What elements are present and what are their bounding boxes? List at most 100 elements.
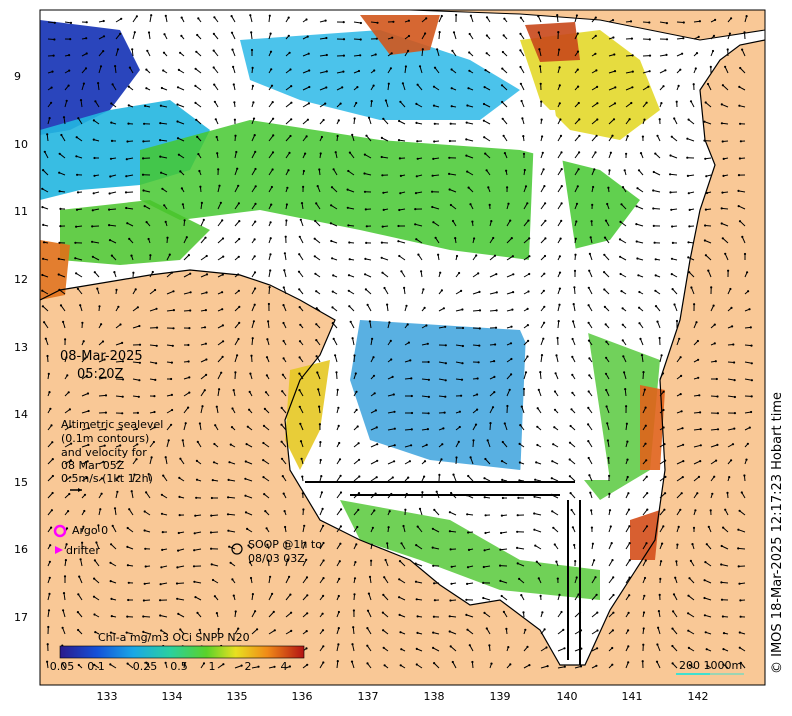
velocity-arrow-head (469, 203, 472, 206)
velocity-arrow-head (542, 168, 545, 171)
velocity-arrow-head (154, 378, 157, 381)
velocity-arrow-head (750, 362, 753, 365)
velocity-arrow (504, 423, 508, 431)
velocity-arrow-head (704, 224, 707, 227)
velocity-arrow-head (739, 122, 742, 125)
velocity-arrow (636, 223, 644, 227)
colorbar-tick: 0.5 (170, 660, 188, 673)
velocity-arrow-head (440, 14, 443, 18)
velocity-arrow (348, 305, 355, 312)
velocity-arrow-head (337, 610, 340, 614)
velocity-arrow (453, 32, 457, 40)
velocity-arrow-head (321, 507, 324, 510)
velocity-arrow-head (99, 65, 103, 68)
velocity-arrow (347, 189, 355, 193)
velocity-arrow (637, 187, 644, 193)
velocity-arrow-head (102, 19, 105, 23)
velocity-arrow-head (533, 495, 536, 498)
velocity-arrow (160, 630, 168, 635)
velocity-arrow (400, 101, 406, 108)
velocity-arrow (741, 236, 746, 244)
velocity-arrow-head (142, 157, 145, 160)
velocity-arrow-head (507, 646, 510, 649)
velocity-arrow-head (484, 69, 487, 72)
velocity-arrow (438, 378, 446, 381)
velocity-arrow-head (558, 593, 561, 597)
velocity-arrow-head (248, 390, 251, 393)
velocity-arrow-head (407, 476, 410, 479)
velocity-arrow-head (482, 565, 485, 569)
velocity-arrow (421, 395, 429, 398)
velocity-arrow-head (703, 614, 707, 617)
velocity-arrow-head (188, 391, 191, 394)
velocity-arrow (676, 460, 684, 465)
velocity-arrow-head (404, 508, 407, 511)
velocity-arrow-head (76, 191, 80, 194)
velocity-arrow-head (203, 389, 206, 392)
velocity-arrow-head (448, 172, 451, 175)
velocity-arrow-head (490, 662, 493, 665)
velocity-arrow-head (704, 101, 707, 104)
velocity-arrow (249, 15, 253, 23)
velocity-arrow-head (427, 395, 430, 398)
velocity-arrow (519, 50, 525, 57)
velocity-arrow (672, 645, 678, 652)
velocity-arrow (251, 321, 255, 329)
velocity-arrow-head (543, 254, 547, 258)
velocity-arrow-head (652, 189, 655, 192)
velocity-arrow-head (213, 442, 216, 446)
velocity-arrow-head (628, 525, 631, 528)
velocity-arrow (450, 646, 457, 652)
velocity-arrow (370, 443, 378, 448)
velocity-arrow-head (155, 307, 158, 310)
velocity-arrow-head (177, 612, 180, 616)
velocity-arrow-head (448, 139, 451, 143)
velocity-arrow-head (520, 405, 523, 408)
velocity-arrow-head (415, 102, 418, 105)
velocity-arrow (314, 238, 321, 244)
velocity-arrow-head (322, 559, 325, 562)
velocity-arrow-head (558, 303, 561, 306)
velocity-arrow-head (402, 524, 405, 528)
velocity-arrow-head (236, 354, 239, 357)
velocity-arrow-head (628, 559, 631, 562)
velocity-arrow-head (160, 629, 163, 632)
velocity-arrow-head (455, 254, 459, 258)
velocity-arrow (540, 355, 543, 363)
velocity-arrow-head (363, 153, 366, 156)
velocity-arrow-head (264, 510, 267, 513)
velocity-arrow-head (404, 65, 407, 68)
velocity-arrow-head (671, 627, 674, 630)
velocity-arrow-head (466, 628, 469, 631)
velocity-arrow-head (560, 219, 563, 222)
velocity-arrow (302, 559, 307, 567)
lat-tick: 11 (14, 205, 28, 218)
velocity-arrow-head (195, 118, 198, 121)
velocity-arrow-head (627, 492, 630, 495)
velocity-arrow-head (382, 117, 385, 120)
velocity-arrow-head (353, 117, 356, 120)
velocity-arrow-head (196, 135, 199, 138)
velocity-arrow-head (688, 577, 691, 580)
velocity-arrow-head (47, 609, 51, 612)
velocity-arrow-head (461, 326, 465, 330)
velocity-arrow-head (687, 629, 690, 632)
velocity-arrow-head (729, 287, 732, 291)
velocity-arrow (620, 221, 627, 227)
velocity-arrow-head (596, 118, 599, 121)
velocity-arrow (688, 271, 695, 278)
velocity-arrow-head (150, 14, 153, 17)
velocity-arrow-head (643, 576, 647, 580)
velocity-arrow-head (370, 543, 373, 546)
velocity-arrow (523, 255, 530, 261)
velocity-arrow-head (100, 323, 103, 326)
velocity-arrow-head (221, 324, 224, 327)
velocity-arrow (115, 360, 123, 363)
velocity-arrow-head (646, 492, 649, 495)
velocity-arrow-head (244, 477, 247, 480)
velocity-arrow-head (627, 611, 630, 615)
velocity-arrow-head (559, 237, 562, 240)
velocity-arrow-head (213, 595, 216, 598)
velocity-arrow-head (730, 306, 733, 309)
velocity-arrow-head (588, 474, 591, 477)
